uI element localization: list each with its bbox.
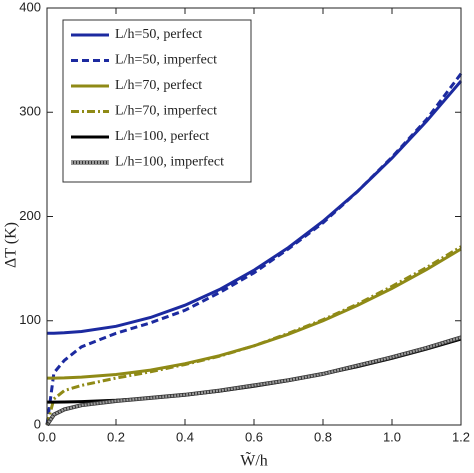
legend-label: L/h=70, perfect xyxy=(115,78,202,93)
y-tick-label: 200 xyxy=(19,208,41,223)
y-tick-label: 400 xyxy=(19,0,41,14)
series-line-outline xyxy=(45,335,462,427)
x-tick-label: 0.8 xyxy=(314,429,332,444)
legend-label: L/h=50, perfect xyxy=(115,27,202,42)
y-axis-label: ΔT (K) xyxy=(3,222,20,268)
x-tick-label: 0.6 xyxy=(245,429,263,444)
y-tick-label: 300 xyxy=(19,104,41,119)
legend-label: L/h=50, imperfect xyxy=(115,53,217,68)
series-line xyxy=(47,337,462,404)
series-line xyxy=(47,247,462,380)
y-tick-label: 100 xyxy=(19,312,41,327)
x-tick-label: 0.2 xyxy=(107,429,125,444)
legend-label: L/h=100, imperfect xyxy=(115,155,224,170)
x-tick-label: 0.0 xyxy=(38,429,56,444)
series-line xyxy=(45,72,463,426)
series-line xyxy=(45,336,462,426)
legend-box xyxy=(62,19,252,183)
series-line xyxy=(45,245,462,426)
x-tick-label: 1.0 xyxy=(383,429,401,444)
x-axis-label: W̃/h xyxy=(240,452,268,470)
legend-label: L/h=100, perfect xyxy=(115,129,209,144)
legend-label: L/h=70, imperfect xyxy=(115,104,217,119)
y-tick-label: 0 xyxy=(34,416,41,431)
x-tick-label: 0.4 xyxy=(176,429,194,444)
x-tick-label: 1.2 xyxy=(452,429,470,444)
plot-frame xyxy=(46,7,462,426)
